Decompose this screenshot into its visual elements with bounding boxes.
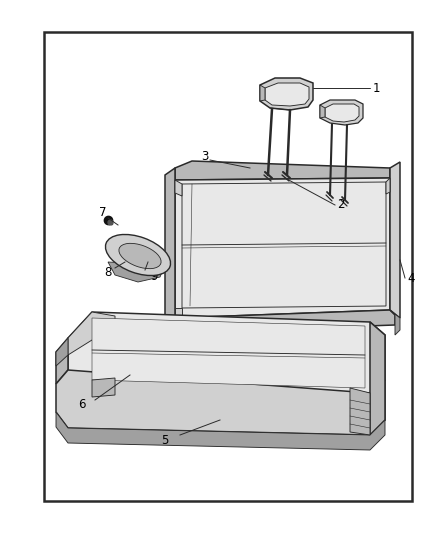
Polygon shape	[56, 412, 385, 450]
Polygon shape	[325, 104, 359, 122]
Polygon shape	[320, 100, 363, 125]
Ellipse shape	[119, 244, 161, 269]
Polygon shape	[165, 310, 395, 333]
Polygon shape	[175, 178, 390, 318]
Text: 6: 6	[78, 399, 86, 411]
Text: 7: 7	[99, 206, 107, 219]
Polygon shape	[175, 180, 182, 196]
Text: 9: 9	[150, 270, 158, 282]
Polygon shape	[390, 310, 400, 335]
Text: 4: 4	[407, 271, 414, 285]
Polygon shape	[386, 178, 390, 194]
Polygon shape	[68, 312, 385, 393]
Polygon shape	[92, 378, 115, 397]
Polygon shape	[165, 168, 175, 325]
Polygon shape	[175, 308, 182, 318]
Polygon shape	[108, 262, 165, 282]
Polygon shape	[260, 78, 313, 110]
Polygon shape	[260, 85, 265, 101]
Bar	[44, 32, 412, 501]
Polygon shape	[350, 388, 370, 435]
Polygon shape	[182, 182, 386, 308]
Polygon shape	[320, 105, 325, 118]
Text: 8: 8	[104, 266, 112, 279]
Text: 3: 3	[201, 150, 208, 164]
Polygon shape	[92, 318, 365, 388]
Polygon shape	[265, 83, 309, 106]
Polygon shape	[56, 338, 68, 384]
Polygon shape	[390, 162, 400, 318]
Polygon shape	[56, 338, 68, 366]
Text: 2: 2	[337, 198, 345, 212]
Polygon shape	[56, 370, 385, 435]
Text: 1: 1	[373, 82, 381, 94]
Polygon shape	[370, 322, 385, 435]
Text: 5: 5	[161, 433, 169, 447]
Polygon shape	[68, 312, 115, 355]
Ellipse shape	[106, 235, 170, 276]
Polygon shape	[175, 161, 390, 180]
